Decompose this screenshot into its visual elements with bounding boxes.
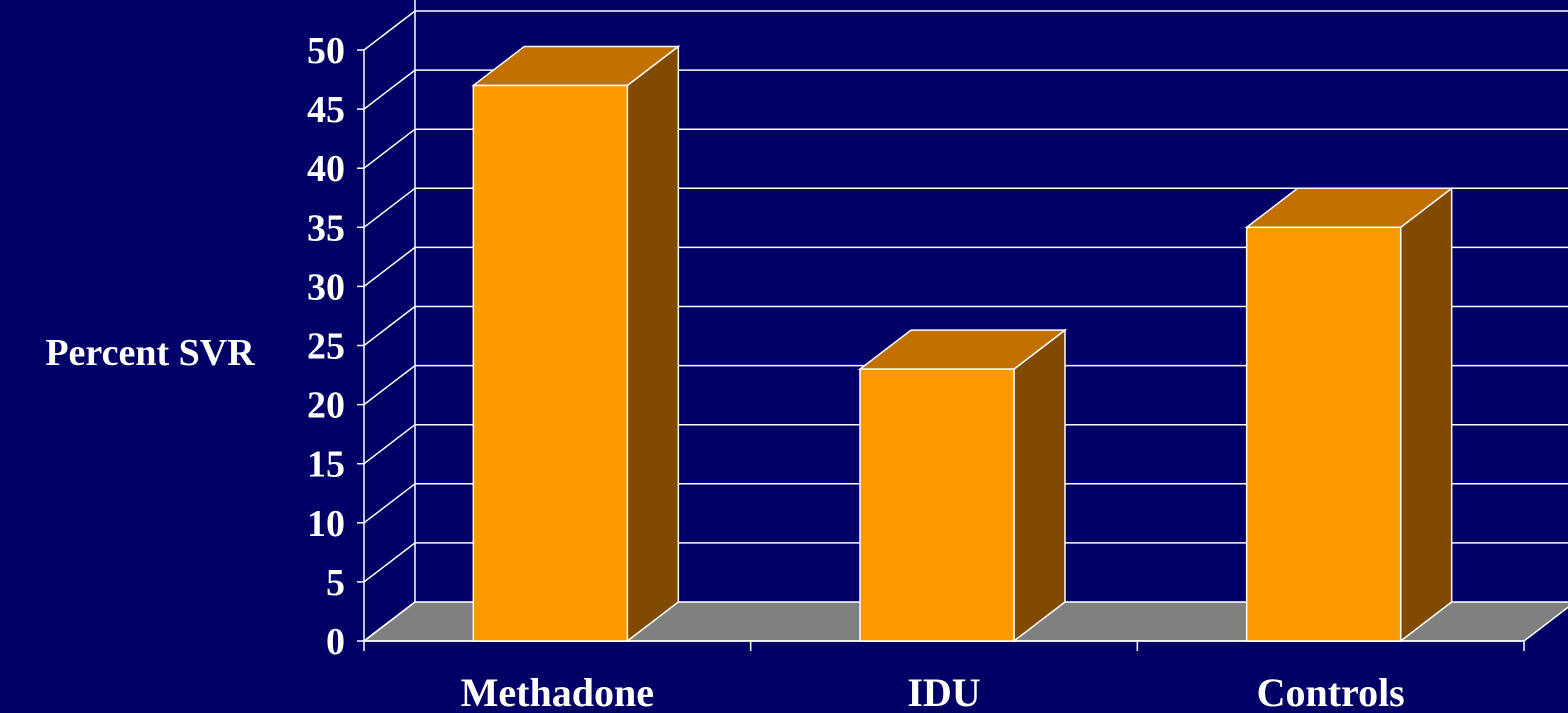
side-wall-gridline [363,424,416,465]
side-wall-gridline [363,246,416,287]
bar [471,44,681,643]
bar-side [1399,186,1453,643]
y-tick-label: 30 [307,266,345,308]
side-wall-gridline [363,187,416,228]
y-tick-label: 15 [307,444,345,486]
x-category-label: IDU [907,670,980,713]
bar [1244,186,1454,643]
plot-area [357,0,1568,651]
y-tick-label: 20 [307,385,345,427]
y-tick-label: 35 [307,207,345,249]
bar-front [1245,226,1402,642]
y-tick-label: 10 [307,503,345,545]
y-tick-label: 25 [307,326,345,368]
y-tick-label: 40 [307,148,345,190]
side-wall-gridline [363,365,416,406]
bar-front [472,84,629,642]
side-wall-gridline [363,601,416,642]
side-wall-gridline [363,69,416,110]
x-category-label: Controls [1257,670,1405,713]
x-category-label: Methadone [461,670,654,713]
side-wall-gridline [363,542,416,583]
y-tick-label: 45 [307,89,345,131]
side-wall-gridline [363,128,416,169]
y-tick-label: 0 [326,621,345,663]
side-wall-gridline [363,10,416,51]
y-tick-label: 50 [307,30,345,72]
y-tick-label: 5 [326,562,345,604]
side-wall-gridline [363,305,416,347]
side-wall-gridline [363,483,416,524]
bar-front [859,368,1015,642]
y-axis-label: Percent SVR [45,332,255,374]
bar [857,328,1068,643]
bar-side [626,44,680,643]
bar-side [1013,328,1066,643]
